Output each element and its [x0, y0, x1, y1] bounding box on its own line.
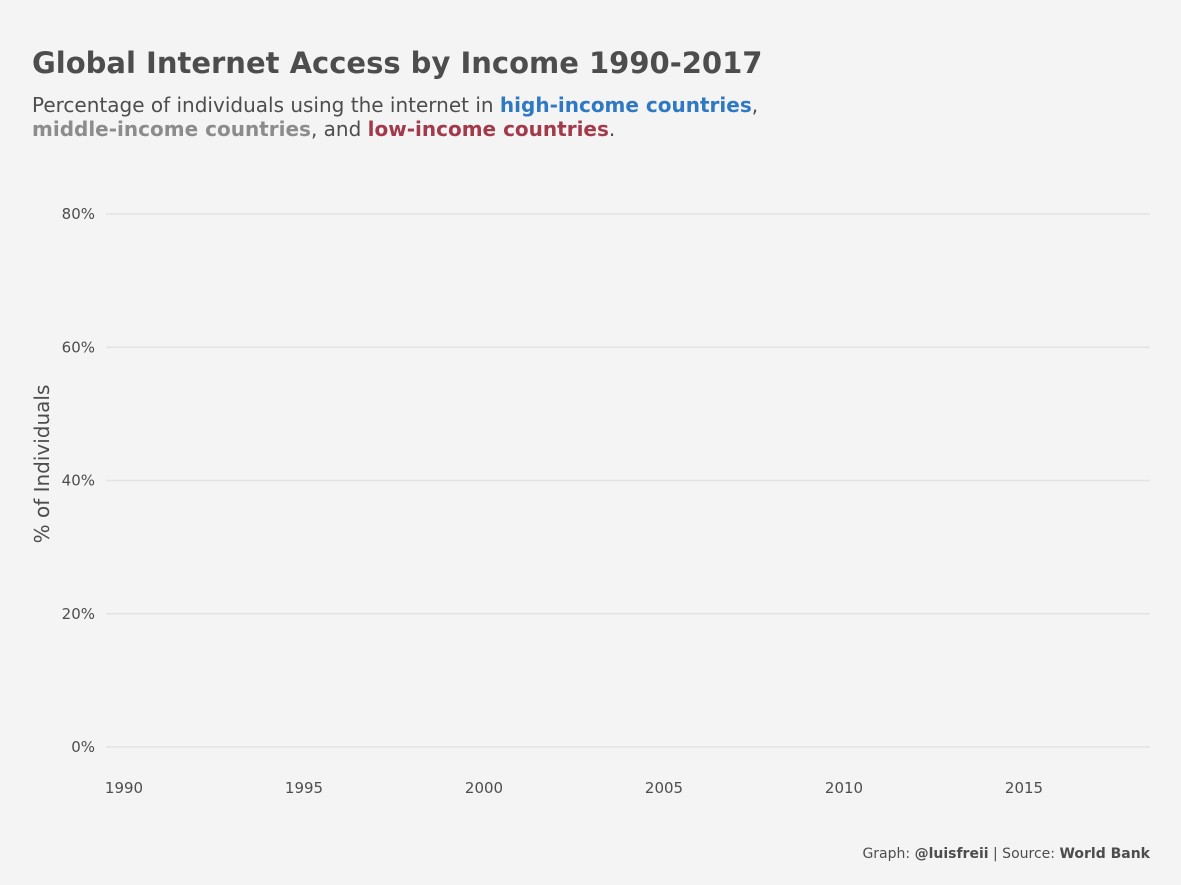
- y-tick-label: 20%: [62, 605, 95, 623]
- x-tick-label: 2015: [1005, 779, 1043, 797]
- subtitle-sep1: ,: [751, 93, 759, 117]
- subtitle-low-income: low-income countries: [367, 117, 609, 141]
- subtitle-lead: Percentage of individuals using the inte…: [32, 93, 500, 117]
- x-tick-label: 1990: [105, 779, 143, 797]
- subtitle-end: .: [608, 117, 616, 141]
- caption: Graph: @luisfreii | Source: World Bank: [862, 846, 1150, 862]
- chart-subtitle: Percentage of individuals using the inte…: [32, 93, 832, 141]
- y-tick-label: 40%: [62, 472, 95, 490]
- x-tick-label: 2010: [825, 779, 863, 797]
- subtitle-sep2: , and: [310, 117, 368, 141]
- x-tick-label: 2000: [465, 779, 503, 797]
- y-tick-label: 0%: [71, 738, 95, 756]
- x-tick-label: 2005: [645, 779, 683, 797]
- x-tick-labels: 1990 1995 2000 2005 2010 2015: [105, 779, 1043, 797]
- caption-graph-label: Graph:: [862, 846, 915, 862]
- caption-source-label: | Source:: [988, 846, 1060, 862]
- y-tick-label: 60%: [62, 338, 95, 356]
- caption-source: World Bank: [1059, 846, 1150, 862]
- y-tick-labels: 0% 20% 40% 60% 80%: [62, 205, 95, 756]
- x-tick-label: 1995: [285, 779, 323, 797]
- subtitle-middle-income: middle-income countries: [32, 117, 311, 141]
- chart-title: Global Internet Access by Income 1990-20…: [32, 46, 763, 80]
- subtitle-high-income: high-income countries: [499, 93, 752, 117]
- grid-lines: [106, 213, 1150, 748]
- caption-author: @luisfreii: [914, 846, 989, 862]
- y-tick-label: 80%: [62, 205, 95, 223]
- y-axis-label: % of Individuals: [30, 385, 54, 544]
